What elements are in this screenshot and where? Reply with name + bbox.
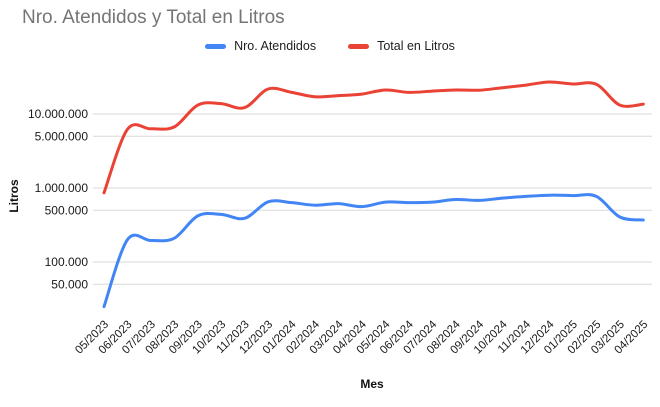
series-line-total-en-litros [102,80,645,195]
legend-swatch-total-litros [348,43,370,49]
x-axis-title: Mes [360,377,384,391]
chart-title: Nro. Atendidos y Total en Litros [22,7,285,28]
y-tick-label: 50.000 [51,277,88,291]
chart-legend: Nro. Atendidos Total en Litros [0,39,660,53]
legend-item-total-litros: Total en Litros [348,39,455,53]
legend-label-nro-atendidos: Nro. Atendidos [234,39,317,53]
y-tick-label: 10.000.000 [28,107,88,121]
y-tick-label: 500.000 [45,203,89,217]
series-line-nro-atendidos [102,193,645,309]
y-tick-label: 5.000.000 [35,129,89,143]
y-tick-label: 1.000.000 [35,181,89,195]
legend-swatch-nro-atendidos [205,43,227,49]
legend-label-total-litros: Total en Litros [377,39,455,53]
y-axis-title: Litros [7,179,21,213]
y-tick-label: 100.000 [45,255,89,269]
legend-item-nro-atendidos: Nro. Atendidos [205,39,316,53]
